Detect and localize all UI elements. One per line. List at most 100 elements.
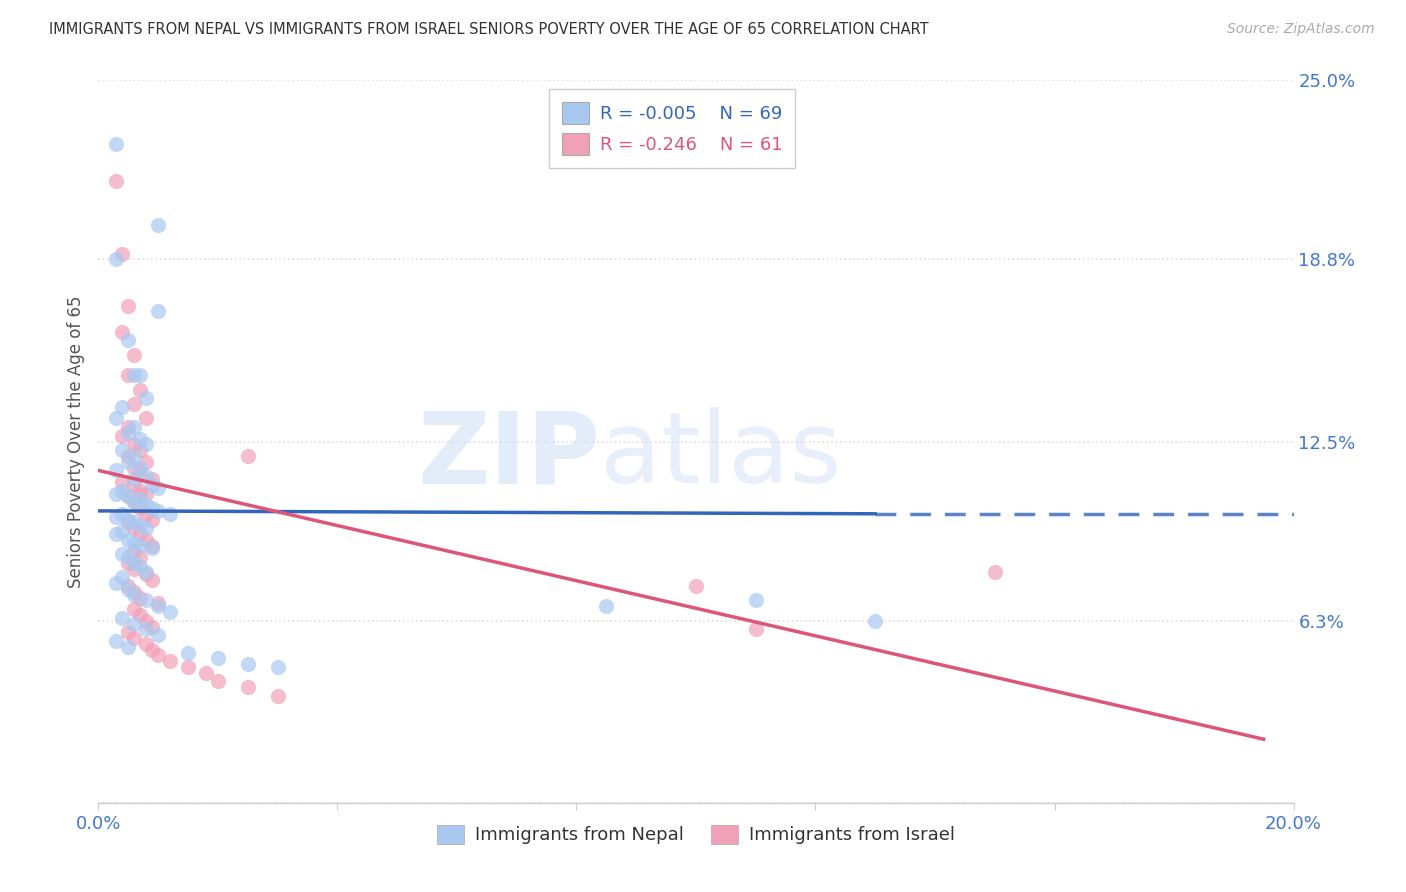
Point [124,521,146,535]
Point [129,483,152,498]
Point [135,567,157,582]
Point [124,556,146,570]
Point [124,348,146,362]
Point [117,640,139,654]
Point [124,588,146,602]
Point [148,599,170,614]
Point [141,642,163,657]
Point [207,651,229,665]
Text: ZIP: ZIP [418,408,600,505]
Point [111,507,134,521]
Point [129,460,152,475]
Point [135,498,157,512]
Point [135,623,157,637]
Point [135,437,157,451]
Point [135,593,157,607]
Point [124,631,146,645]
Point [111,547,134,561]
Point [135,455,157,469]
Point [111,400,134,414]
Point [135,614,157,628]
Point [105,576,128,591]
Point [124,584,146,599]
Point [105,509,128,524]
Point [267,689,290,703]
Point [117,334,139,348]
Point [267,660,290,674]
Point [129,501,152,516]
Point [117,368,139,382]
Point [111,524,134,538]
Point [105,252,128,267]
Point [111,570,134,584]
Point [124,495,146,509]
Point [141,541,163,556]
Point [105,486,128,500]
Point [745,593,768,607]
Point [129,467,152,481]
Point [117,533,139,547]
Point [177,660,200,674]
Point [129,539,152,553]
Point [117,625,139,640]
Point [117,550,139,565]
Point [117,582,139,596]
Point [124,460,146,475]
Point [148,628,170,642]
Point [111,483,134,498]
Point [124,397,146,411]
Point [111,611,134,625]
Point [124,544,146,558]
Point [129,591,152,605]
Point [135,469,157,483]
Point [159,605,181,619]
Point [129,550,152,565]
Point [124,562,146,576]
Point [865,614,887,628]
Point [124,472,146,486]
Point [135,521,157,535]
Point [148,481,170,495]
Text: IMMIGRANTS FROM NEPAL VS IMMIGRANTS FROM ISRAEL SENIORS POVERTY OVER THE AGE OF : IMMIGRANTS FROM NEPAL VS IMMIGRANTS FROM… [49,22,929,37]
Point [207,674,229,689]
Point [129,607,152,622]
Point [141,539,163,553]
Point [124,616,146,631]
Point [141,472,163,486]
Point [124,602,146,616]
Point [124,495,146,509]
Point [117,420,139,434]
Point [141,512,163,526]
Point [105,634,128,648]
Point [117,455,139,469]
Point [135,565,157,579]
Point [195,665,218,680]
Point [135,391,157,405]
Point [111,246,134,260]
Point [111,325,134,339]
Point [129,432,152,446]
Point [129,443,152,458]
Text: atlas: atlas [600,408,842,505]
Point [135,411,157,425]
Point [124,449,146,463]
Point [129,518,152,533]
Point [129,558,152,573]
Point [984,565,1007,579]
Point [117,490,139,504]
Point [111,429,134,443]
Point [595,599,617,614]
Point [124,437,146,451]
Point [105,411,128,425]
Point [129,527,152,541]
Point [236,680,259,694]
Point [148,504,170,518]
Point [117,516,139,530]
Point [236,449,259,463]
Point [105,527,128,541]
Point [135,507,157,521]
Point [141,574,163,588]
Point [745,623,768,637]
Point [117,512,139,526]
Point [141,478,163,492]
